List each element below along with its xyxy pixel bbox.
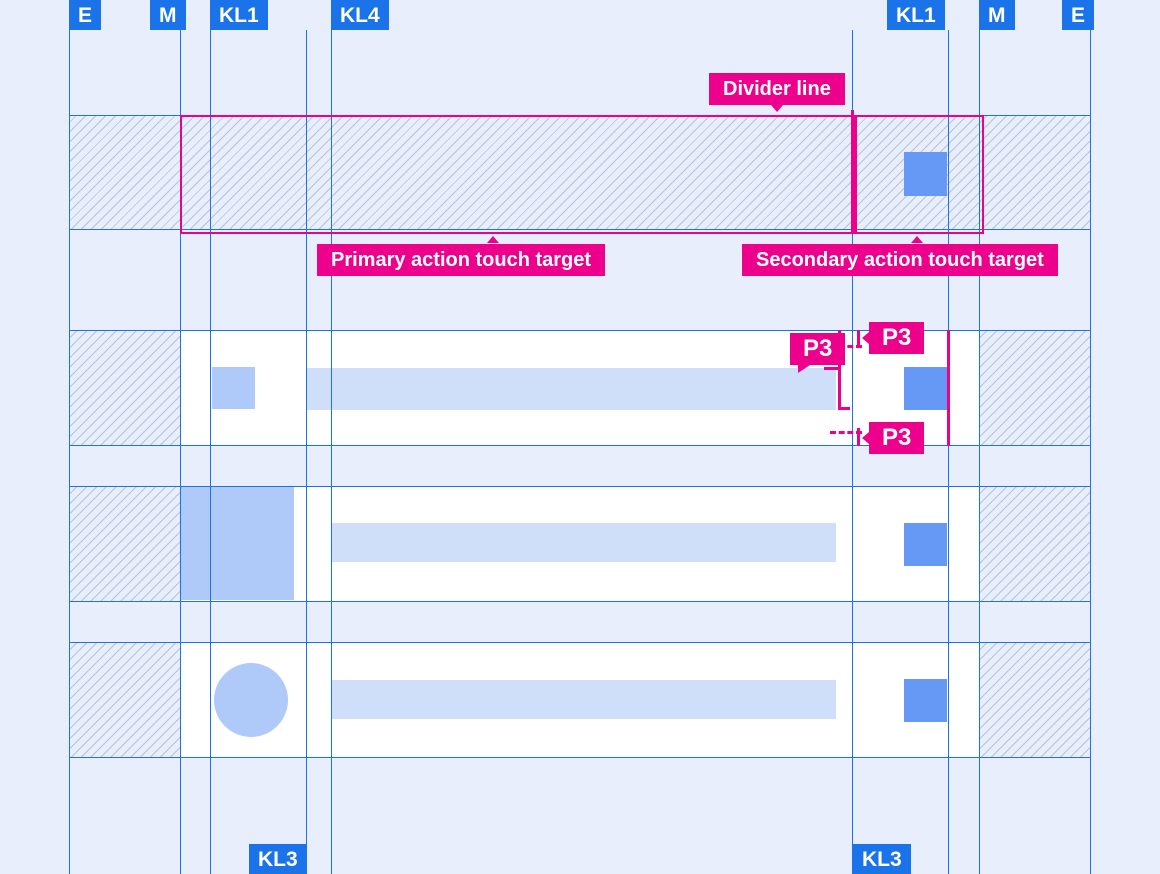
vrule-keyline3-left	[306, 30, 307, 874]
row-4-text-bar	[331, 680, 836, 719]
p3-top-tick	[857, 330, 860, 348]
hrule-band1-bottom	[69, 229, 1091, 230]
row-3-outer-hatch-right	[979, 486, 1091, 601]
row-2-outer-hatch-left	[69, 330, 181, 445]
secondary-action-right-rule	[947, 330, 950, 446]
column-label-edge-right: E	[1062, 0, 1095, 30]
secondary-action-square-row-3[interactable]	[904, 523, 947, 566]
row-3-outer-hatch-left	[69, 486, 181, 601]
secondary-touch-target-arrow	[911, 236, 923, 243]
p3-top-dash	[830, 345, 862, 348]
hrule-row2-bottom	[69, 445, 1091, 446]
column-label-keyline3-left: KL3	[249, 844, 307, 874]
callout-divider-line: Divider line	[709, 73, 845, 112]
measurement-label-p3-bottom: P3	[861, 422, 925, 454]
row-3-text-bar	[331, 523, 836, 562]
row-2-primary-right-rule	[838, 330, 841, 410]
vrule-margin-left	[180, 30, 181, 874]
hrule-row4-bottom	[69, 757, 1091, 758]
vrule-keyline3-right	[852, 30, 853, 874]
primary-touch-target-arrow	[487, 236, 499, 243]
callout-primary-touch-target: Primary action touch target	[317, 244, 606, 276]
leading-thumbnail-large-square[interactable]	[180, 486, 294, 600]
hrule-row3-bottom	[69, 601, 1091, 602]
row-4-outer-hatch-right	[979, 642, 1091, 757]
column-label-keyline4-left: KL4	[331, 0, 389, 30]
primary-touch-target-box	[180, 115, 857, 234]
leading-icon-small-square[interactable]	[212, 367, 255, 409]
row-2-outer-hatch-right	[979, 330, 1091, 445]
vrule-margin-right	[979, 30, 980, 874]
column-label-margin-right: M	[979, 0, 1015, 30]
column-label-keyline3-right: KL3	[853, 844, 911, 874]
vrule-keyline1-left	[210, 30, 211, 874]
p3-bottom-dash	[830, 431, 862, 434]
row-4-outer-hatch-left	[69, 642, 181, 757]
secondary-action-square-row-2[interactable]	[904, 367, 947, 410]
vrule-keyline1-right	[948, 30, 949, 874]
hrule-row2-top	[69, 330, 1091, 331]
vrule-edge-left	[69, 30, 70, 874]
measurement-label-p3-top: P3	[861, 322, 925, 354]
row-2-textbar-bottom-tick	[838, 407, 850, 410]
p3-bottom-tick	[857, 428, 860, 446]
vrule-keyline4-left	[331, 30, 332, 874]
column-label-keyline1-left: KL1	[210, 0, 268, 30]
leading-avatar-circle[interactable]	[214, 663, 288, 737]
divider-line-marker	[851, 110, 854, 234]
callout-secondary-touch-target: Secondary action touch target	[742, 244, 1058, 276]
column-label-edge-left: E	[69, 0, 102, 30]
column-label-keyline1-right: KL1	[887, 0, 945, 30]
secondary-touch-target-box	[853, 115, 984, 234]
vrule-edge-right	[1090, 30, 1091, 874]
hrule-row4-top	[69, 642, 1091, 643]
measurement-label-p3-left: P3	[790, 333, 846, 373]
column-label-margin-left: M	[150, 0, 186, 30]
row-2-text-bar	[306, 368, 836, 410]
hrule-row3-top	[69, 486, 1091, 487]
secondary-action-square-row-4[interactable]	[904, 679, 947, 722]
secondary-action-square-row-1[interactable]	[904, 152, 947, 196]
row-2-textbar-mid-tick	[824, 367, 840, 370]
